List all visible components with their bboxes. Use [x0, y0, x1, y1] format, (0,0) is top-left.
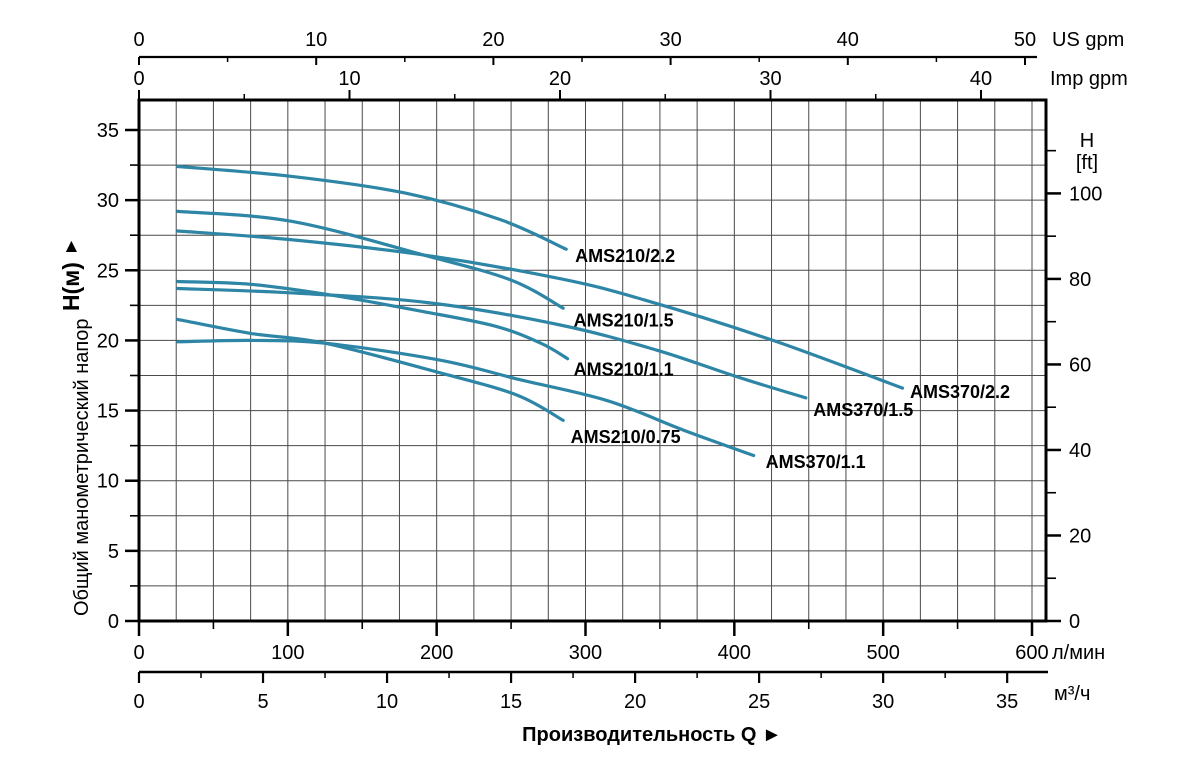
tick-label-h-m: 15: [97, 401, 119, 423]
tick-label-l-min: 200: [420, 642, 453, 664]
axis-m3-h: 0 5 10 15 20 25 30 35 м³/ч: [133, 670, 1090, 713]
plot-border: [137, 98, 1048, 623]
series-labels: AMS210/2.2 AMS210/1.5 AMS370/2.2 AMS210/1.1…: [571, 246, 1010, 472]
curve-ams210-1-1: [176, 279, 570, 361]
tick-label-l-min: 100: [271, 642, 304, 664]
series-label: AMS210/2.2: [575, 246, 675, 266]
tick-label-us-gpm: 0: [133, 29, 144, 51]
tick-label-m3-h: 5: [257, 691, 268, 713]
left-axis-title: Общий манометрический напор H(м) ▲: [58, 236, 93, 616]
axis-h-m: 0 5 10 15 20 25 30 35: [97, 120, 139, 633]
series-label: AMS370/1.5: [813, 400, 913, 420]
tick-label-us-gpm: 40: [837, 29, 859, 51]
tick-label-m3-h: 10: [376, 691, 398, 713]
tick-label-m3-h: 15: [500, 691, 522, 713]
series-label: AMS210/1.5: [574, 310, 674, 330]
up-arrow-icon: ▲: [62, 236, 81, 257]
axis-unit-us-gpm: US gpm: [1052, 29, 1124, 51]
series-label: AMS210/1.1: [574, 359, 674, 379]
tick-label-imp-gpm: 40: [970, 68, 992, 90]
axis-unit-h-ft-line2: [ft]: [1076, 152, 1098, 174]
curve-ams370-1-5: [176, 286, 808, 400]
tick-label-imp-gpm: 30: [759, 68, 781, 90]
tick-label-l-min: 600: [1015, 642, 1048, 664]
curve-ams370-2-2: [176, 229, 905, 390]
x-axis-title: Производительность Q ►: [522, 724, 782, 746]
tick-label-h-ft: 40: [1069, 440, 1091, 462]
axis-unit-l-min: л/мин: [1052, 642, 1105, 664]
curve-ams370-1-1: [176, 338, 756, 458]
tick-label-imp-gpm: 0: [133, 68, 144, 90]
curve-ams210-1-5: [176, 209, 565, 310]
axis-unit-imp-gpm: Imp gpm: [1050, 68, 1128, 90]
axis-h-ft: 0 20 40 60 80 100 H[ft]: [1046, 130, 1102, 633]
tick-label-us-gpm: 10: [305, 29, 327, 51]
tick-label-h-m: 10: [97, 471, 119, 493]
series-label: AMS370/1.1: [766, 452, 866, 472]
curve-ams210-2-2: [176, 164, 568, 251]
tick-label-h-ft: 100: [1069, 183, 1102, 205]
tick-label-h-m: 5: [108, 541, 119, 563]
axis-unit-h-ft-line1: H: [1080, 130, 1094, 152]
tick-label-imp-gpm: 20: [549, 68, 571, 90]
tick-label-l-min: 400: [718, 642, 751, 664]
tick-label-l-min: 300: [569, 642, 602, 664]
series-label: AMS370/2.2: [910, 382, 1010, 402]
tick-label-l-min: 0: [133, 642, 144, 664]
tick-label-h-ft: 20: [1069, 525, 1091, 547]
tick-label-l-min: 500: [866, 642, 899, 664]
axis-l-min: 0 100 200 300 400 500 600 л/мин: [133, 621, 1105, 664]
axis-us-gpm: 0 10 20 30 40 50 US gpm: [133, 29, 1124, 65]
y-axis-title-h-label: H(м): [58, 262, 84, 311]
y-axis-title-text: Общий манометрический напор: [71, 318, 93, 616]
tick-label-us-gpm: 30: [659, 29, 681, 51]
pump-curves: [176, 164, 905, 458]
tick-label-imp-gpm: 10: [338, 68, 360, 90]
curve-ams210-0-75: [176, 317, 565, 422]
tick-label-us-gpm: 50: [1014, 29, 1036, 51]
tick-label-m3-h: 20: [624, 691, 646, 713]
tick-label-h-ft: 60: [1069, 354, 1091, 376]
tick-label-m3-h: 35: [996, 691, 1018, 713]
tick-label-m3-h: 30: [872, 691, 894, 713]
tick-label-h-m: 0: [108, 611, 119, 633]
series-label: AMS210/0.75: [571, 427, 681, 447]
axis-unit-m3-h: м³/ч: [1054, 683, 1090, 705]
tick-label-h-ft: 0: [1069, 611, 1080, 633]
tick-label-m3-h: 25: [748, 691, 770, 713]
tick-label-h-m: 30: [97, 190, 119, 212]
tick-label-h-m: 35: [97, 120, 119, 142]
tick-label-h-m: 25: [97, 260, 119, 282]
tick-label-h-m: 20: [97, 330, 119, 352]
tick-label-us-gpm: 20: [482, 29, 504, 51]
tick-label-m3-h: 0: [133, 691, 144, 713]
axis-imp-gpm: 0 10 20 30 40 Imp gpm: [133, 68, 1128, 100]
tick-label-h-ft: 80: [1069, 269, 1091, 291]
bottom-axis-title: Производительность Q ►: [522, 724, 782, 746]
